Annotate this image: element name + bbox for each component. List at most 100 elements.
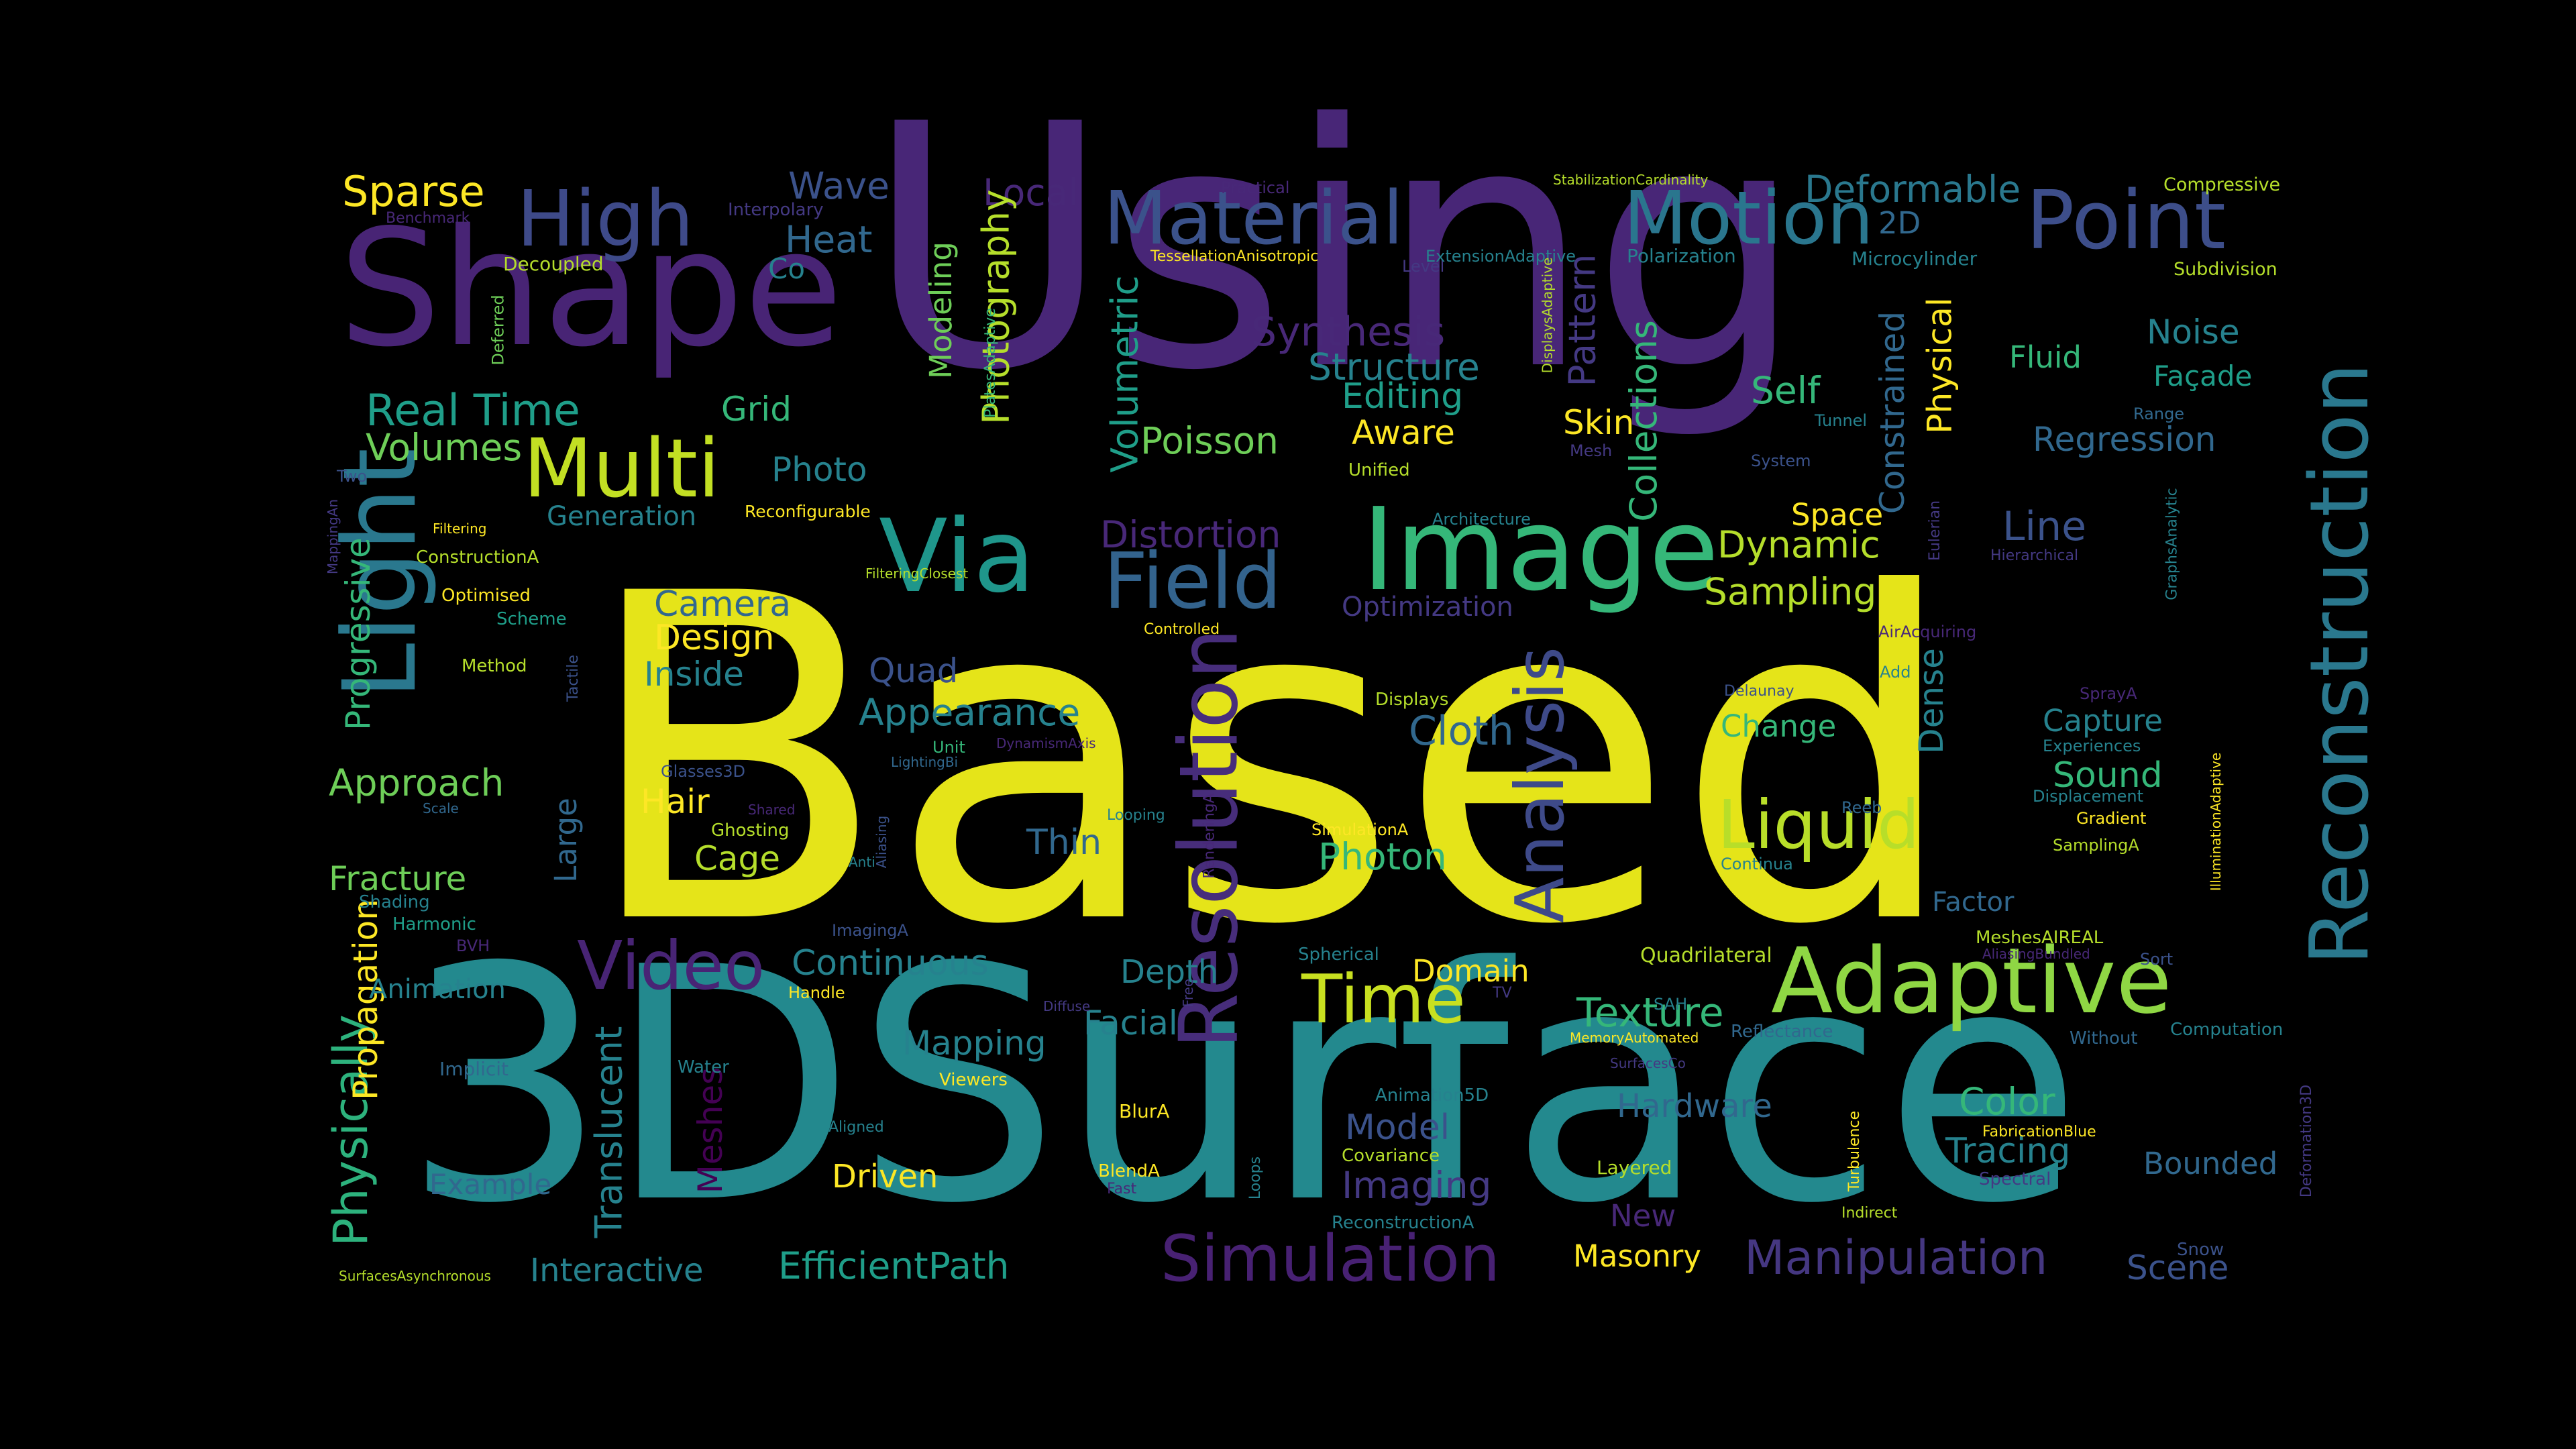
word-benchmark: Benchmark: [386, 210, 470, 227]
word-anti: Anti: [849, 854, 875, 870]
word-sah: SAH: [1654, 995, 1688, 1014]
word-viewers: Viewers: [939, 1070, 1008, 1090]
word-dynamic: Dynamic: [1717, 523, 1880, 566]
word-deformation3d: Deformation3D: [2298, 1084, 2316, 1198]
word-3dsurface: 3DSurface: [402, 899, 2082, 1274]
word-airacquiring: AirAcquiring: [1878, 623, 1977, 641]
word-shared: Shared: [748, 802, 796, 818]
word-quad: Quad: [869, 651, 959, 690]
word-interactive: Interactive: [530, 1252, 704, 1289]
word-line: Line: [2002, 503, 2087, 550]
word-reconstructiona: ReconstructionA: [1332, 1213, 1474, 1233]
word-harmonic: Harmonic: [392, 914, 476, 934]
word-gradient: Gradient: [2076, 809, 2147, 828]
word-realtime: Real Time: [366, 386, 580, 436]
word-driven: Driven: [832, 1158, 938, 1195]
word-constrained: Constrained: [1873, 311, 1913, 515]
word-deformable: Deformable: [1805, 168, 2021, 211]
word-aware: Aware: [1352, 413, 1455, 452]
word-aliasing: Aliasing: [873, 815, 890, 869]
word-translucent: Translucent: [587, 1026, 631, 1238]
word-hierarchical: Hierarchical: [1990, 547, 2079, 564]
word-reconstruction: Reconstruction: [2294, 362, 2387, 966]
word-optimised: Optimised: [441, 586, 531, 606]
word-platesadaptive: PlatesAdaptive: [981, 308, 999, 418]
word-scheme: Scheme: [496, 609, 567, 629]
word-lightingbi: LightingBi: [891, 754, 959, 770]
word-field: Field: [1104, 537, 1282, 627]
word-displays: Displays: [1375, 690, 1449, 710]
word-motion: Motion: [1623, 175, 1874, 261]
word-adaptive: Adaptive: [1771, 928, 2172, 1034]
word-self: Self: [1751, 369, 1821, 412]
word-multi: Multi: [523, 423, 720, 516]
word-computation: Computation: [2170, 1020, 2284, 1040]
word-via: Via: [879, 498, 1035, 615]
word-point: Point: [2026, 174, 2226, 268]
word-simulation: Simulation: [1161, 1222, 1501, 1296]
word-quadrilateral: Quadrilateral: [1640, 944, 1772, 967]
word-unit: Unit: [932, 738, 965, 757]
word-turbulence: Turbulence: [1846, 1110, 1864, 1192]
word-co: Co: [768, 252, 806, 285]
word-free: Free: [1180, 978, 1197, 1008]
word-blenda: BlendA: [1098, 1161, 1160, 1181]
word-facade: Façade: [2153, 360, 2253, 392]
word-hair: Hair: [641, 782, 710, 821]
word-mesh: Mesh: [1570, 441, 1613, 460]
word-simulationa: SimulationA: [1311, 820, 1409, 839]
word-covariance: Covariance: [1342, 1146, 1440, 1166]
word-reconfigurable: Reconfigurable: [745, 502, 871, 521]
word-progressive: Progressive: [338, 537, 378, 731]
word-displacement: Displacement: [2033, 787, 2143, 806]
word-volumes: Volumes: [366, 426, 523, 469]
word-depth: Depth: [1120, 953, 1219, 991]
word-photon: Photon: [1318, 835, 1447, 878]
word-bounded: Bounded: [2143, 1146, 2278, 1181]
word-bvh: BVH: [456, 936, 490, 955]
word-displaysadaptive: DisplaysAdaptive: [1539, 257, 1556, 374]
word-controlled: Controlled: [1144, 621, 1220, 638]
word-architecture: Architecture: [1432, 510, 1531, 529]
word-material: Material: [1104, 175, 1403, 261]
word-noise: Noise: [2147, 313, 2240, 352]
word-filteringclosest: FilteringClosest: [865, 566, 969, 582]
word-microcylinder: Microcylinder: [1851, 248, 1978, 270]
word-sparse: Sparse: [342, 167, 485, 216]
word-deferred: Deferred: [488, 294, 508, 366]
word-example: Example: [429, 1168, 552, 1201]
word-decoupled: Decoupled: [503, 253, 604, 275]
word-distortion: Distortion: [1100, 513, 1281, 556]
word-structure: Structure: [1308, 345, 1480, 388]
word-editing: Editing: [1342, 376, 1464, 417]
word-experiences: Experiences: [2043, 737, 2141, 755]
word-subdivision: Subdivision: [2174, 259, 2277, 280]
word-loops: Loops: [1247, 1156, 1265, 1200]
word-capture: Capture: [2043, 703, 2163, 739]
word-surfacesco: SurfacesCo: [1610, 1055, 1686, 1071]
word-tessellation: TessellationAnisotropic: [1150, 248, 1319, 265]
word-indirect: Indirect: [1841, 1205, 1898, 1222]
word-high: High: [517, 174, 694, 264]
word-domain: Domain: [1412, 953, 1529, 989]
word-handle: Handle: [788, 983, 845, 1002]
word-renderinga: RenderingA: [1201, 793, 1218, 879]
word-manipulation: Manipulation: [1744, 1230, 2048, 1285]
word-looping: Looping: [1107, 807, 1165, 824]
word-approach: Approach: [329, 761, 504, 804]
word-pattern: Pattern: [1560, 254, 1604, 387]
word-spherical: Spherical: [1298, 945, 1379, 965]
word-large: Large: [547, 798, 584, 883]
word-appearance: Appearance: [859, 691, 1081, 734]
word-fabricationblue: FabricationBlue: [1982, 1124, 2096, 1140]
word-space: Space: [1791, 497, 1884, 533]
word-dynamismaxis: DynamismAxis: [996, 735, 1096, 751]
word-extensionadaptive: ExtensionAdaptive: [1426, 247, 1576, 266]
word-animation5d: Animation5D: [1375, 1085, 1489, 1106]
word-heat: Heat: [785, 218, 873, 261]
word-optimization: Optimization: [1342, 592, 1513, 623]
word-ghosting: Ghosting: [711, 820, 790, 841]
word-modeling: Modeling: [922, 241, 959, 379]
word-eulerian: Eulerian: [1927, 500, 1944, 561]
